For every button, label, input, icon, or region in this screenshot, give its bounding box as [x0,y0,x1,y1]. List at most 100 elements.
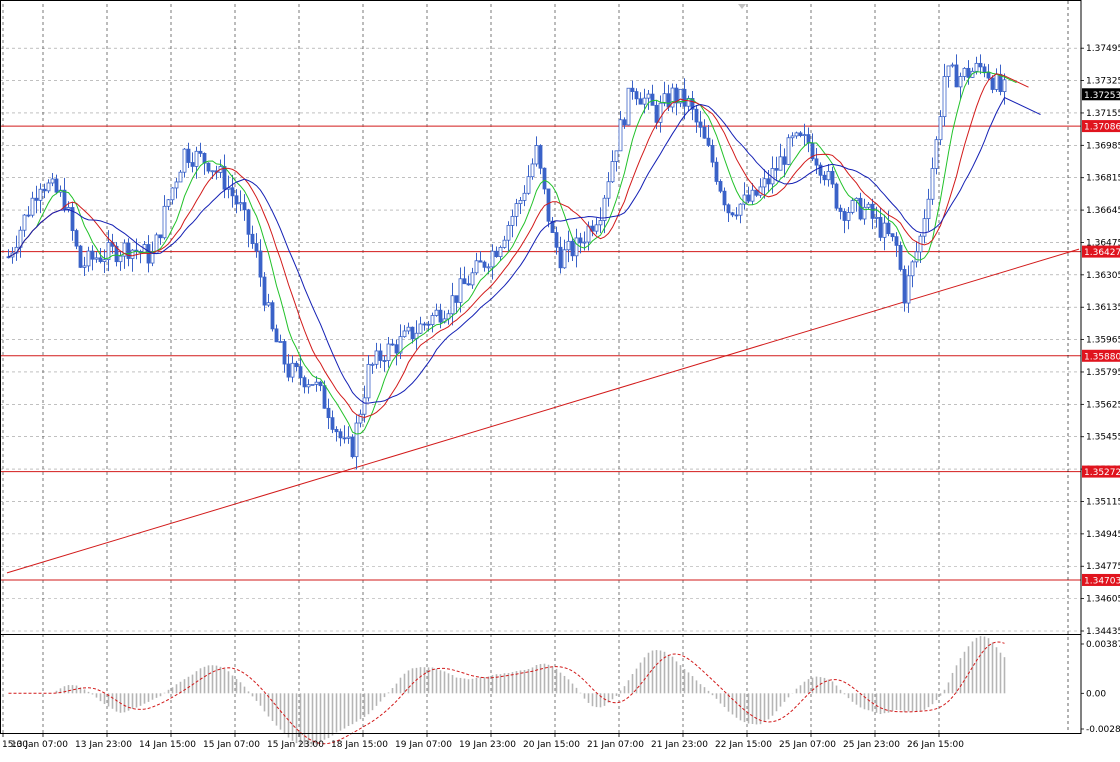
price-tick-label: 1.35455 [1086,433,1120,443]
candle-body [874,216,879,219]
candle-body [858,197,863,220]
candle-body [826,170,831,181]
price-tick-label: 1.35795 [1086,368,1120,378]
candle-body [470,272,475,286]
candle-body [590,225,595,232]
candle-body [650,93,655,106]
candle-body [486,266,491,269]
candle-body [426,323,431,326]
candle-body [618,119,623,152]
candle-body [714,161,719,182]
level-price-tag [1082,245,1120,258]
candle-body [622,119,627,126]
candle-body [306,384,311,388]
candle-body [438,309,443,323]
candle-body [78,245,83,268]
candle-body [662,93,667,104]
candle-body [410,326,415,340]
candle-body [366,363,371,399]
candle-body [198,150,203,154]
candle-body [698,121,703,128]
price-tick-label: 1.34605 [1086,595,1120,605]
candle-body [406,326,411,332]
plot-frame [0,0,1082,734]
time-tick-label: 21 Jan 07:00 [587,740,644,750]
candle-body [738,203,743,216]
candle-body [66,207,71,210]
candle-body [530,163,535,178]
price-tick-label: 1.37155 [1086,109,1120,119]
candle-body [666,93,671,108]
candle-body [190,162,195,167]
candle-body [242,202,247,211]
candle-body [98,257,103,262]
chart-frame [0,0,1082,734]
candle-body [658,102,663,123]
candle-body [790,135,795,139]
level-price-tag-label: 1.35880 [1084,352,1120,362]
candle-body [682,88,687,107]
price-tick-label: 1.36645 [1086,206,1120,216]
price-tick-label: 1.36815 [1086,174,1120,184]
candle-body [894,236,899,246]
candle-body [82,265,87,268]
candle-body [558,246,563,269]
candle-body [158,234,163,239]
horizontal-levels-layer[interactable] [0,125,1081,581]
candle-body [966,67,971,78]
candle-body [302,377,307,388]
candle-body [566,240,571,251]
candle-body [718,181,723,192]
candle-body [706,137,711,146]
time-tick-label: 25 Jan 23:00 [843,740,900,750]
candle-body [230,187,235,197]
level-price-tag [1082,465,1120,478]
candle-body [282,341,287,365]
price-tick-label: 1.35965 [1086,336,1120,346]
trendline-layer[interactable] [6,248,1080,574]
candle-body [746,194,751,202]
price-tick-label: 1.36475 [1086,238,1120,248]
moving-averages-layer [8,71,1041,435]
price-tick-label: 1.36135 [1086,303,1120,313]
candle-body [526,176,531,194]
candle-body [690,98,695,110]
candle-body [950,64,955,67]
candle-body [278,341,283,343]
candle-body [646,93,651,99]
candle-body [538,145,543,169]
candle-body [786,137,791,165]
candle-body [338,431,343,439]
candle-body [298,366,303,379]
candle-body [910,261,915,277]
candle-body [166,199,171,207]
candle-body [510,215,515,226]
candle-body [434,309,439,316]
candle-body [466,283,471,286]
candle-body [922,218,927,237]
candle-body [670,87,675,108]
candle-body [26,214,31,217]
candle-body [390,343,395,346]
price-tags-layer: 1.37086 1.36427 1.35880 1.35272 1.34703 1.372… [1082,88,1120,586]
candle-body [38,188,43,201]
candle-body [34,197,39,201]
candle-body [726,204,731,214]
candle-body [354,422,359,458]
candle-body [722,190,727,206]
candle-body [930,168,935,200]
candle-body [594,224,599,232]
candle-body [402,330,407,338]
price-tick-label: 1.37495 [1086,44,1120,54]
candle-body [574,237,579,257]
time-tick-label: 19 Jan 07:00 [395,740,452,750]
candle-body [514,203,519,217]
candle-body [990,77,995,90]
candle-body [978,62,983,68]
candle-body [818,164,823,176]
price-tick-label: 1.35625 [1086,400,1120,410]
candle-body [578,237,583,244]
candle-body [694,108,699,123]
